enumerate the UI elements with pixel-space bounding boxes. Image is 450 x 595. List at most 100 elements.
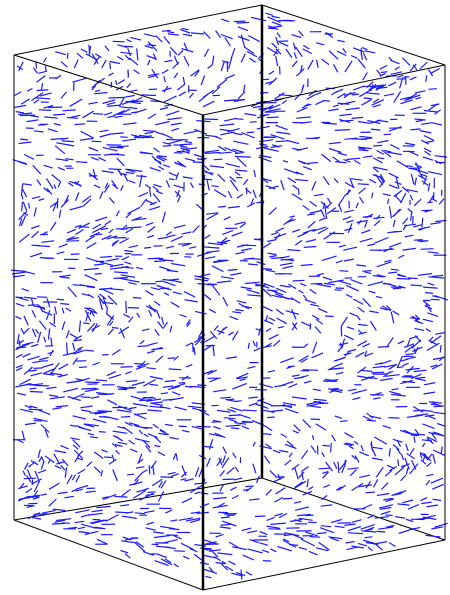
molecule — [351, 389, 367, 395]
molecule — [262, 560, 272, 562]
molecule — [420, 248, 434, 250]
molecule — [50, 337, 53, 347]
molecule — [311, 352, 324, 359]
molecule — [41, 363, 54, 369]
molecule — [66, 116, 79, 119]
molecule — [190, 32, 205, 35]
molecule — [242, 554, 255, 561]
molecule — [89, 231, 101, 238]
molecule — [228, 331, 235, 336]
molecule — [141, 328, 150, 332]
molecule — [164, 59, 173, 63]
molecule — [326, 197, 332, 204]
molecule — [18, 112, 33, 115]
molecule — [219, 123, 235, 127]
molecule — [119, 328, 126, 339]
molecule — [308, 486, 314, 491]
molecule — [66, 52, 69, 59]
molecule — [383, 247, 393, 253]
molecule — [266, 516, 275, 522]
molecule — [368, 290, 376, 294]
molecule — [356, 264, 367, 267]
molecule — [154, 560, 169, 567]
molecule — [15, 111, 24, 114]
molecule — [268, 334, 279, 340]
molecule — [203, 344, 214, 352]
molecule — [84, 274, 98, 282]
molecule — [143, 433, 149, 438]
molecule — [408, 150, 419, 157]
molecule — [315, 100, 325, 106]
molecule — [262, 305, 273, 312]
molecule — [56, 461, 66, 465]
molecule — [366, 92, 380, 95]
molecule — [98, 416, 110, 418]
molecule — [247, 365, 256, 369]
molecule — [202, 568, 218, 574]
molecule — [227, 128, 240, 133]
molecule — [270, 145, 283, 149]
molecule — [34, 305, 46, 309]
molecule — [350, 178, 363, 181]
molecule — [265, 12, 274, 16]
molecule — [34, 470, 40, 482]
molecule — [420, 173, 428, 178]
molecule — [395, 516, 406, 519]
molecule — [233, 477, 243, 481]
molecule — [320, 504, 333, 507]
molecule — [84, 388, 99, 393]
molecule — [15, 353, 23, 359]
molecule — [128, 245, 139, 249]
molecule — [395, 176, 400, 189]
molecule — [227, 205, 240, 209]
molecule — [84, 423, 99, 427]
molecule — [231, 330, 239, 341]
molecule — [301, 472, 304, 481]
molecule — [218, 205, 226, 208]
molecule — [298, 546, 307, 551]
molecule — [27, 355, 40, 361]
molecule — [279, 449, 289, 453]
molecule — [300, 160, 310, 165]
molecule — [239, 378, 247, 382]
molecule — [290, 297, 301, 304]
molecule — [403, 343, 415, 348]
molecule — [255, 284, 266, 287]
molecule — [262, 268, 273, 270]
molecule — [135, 266, 144, 270]
molecule — [154, 534, 171, 539]
molecule — [351, 454, 357, 460]
molecule — [211, 86, 221, 95]
molecule — [91, 140, 102, 143]
molecule — [231, 231, 243, 237]
molecule — [343, 158, 351, 163]
molecule — [346, 546, 359, 551]
molecule — [317, 227, 329, 235]
molecule — [110, 81, 113, 88]
molecule — [249, 498, 260, 501]
molecule — [412, 405, 424, 413]
molecule — [61, 458, 69, 467]
molecule — [160, 480, 167, 489]
molecule — [46, 386, 57, 390]
molecule — [130, 36, 142, 41]
molecule — [410, 173, 415, 185]
molecule — [81, 293, 91, 297]
molecule — [60, 198, 70, 208]
molecule — [61, 321, 66, 330]
molecule — [390, 143, 400, 150]
molecule — [378, 526, 394, 530]
molecule — [272, 476, 284, 483]
molecule — [323, 122, 337, 125]
box-front-edges — [13, 5, 446, 591]
molecule — [146, 136, 155, 139]
molecule — [344, 350, 351, 357]
molecule — [282, 538, 290, 543]
molecule — [167, 385, 180, 391]
molecule — [300, 538, 316, 547]
molecule — [55, 405, 69, 408]
molecule — [235, 152, 243, 155]
molecule — [357, 542, 368, 547]
molecule — [169, 46, 178, 56]
molecule — [310, 418, 321, 421]
